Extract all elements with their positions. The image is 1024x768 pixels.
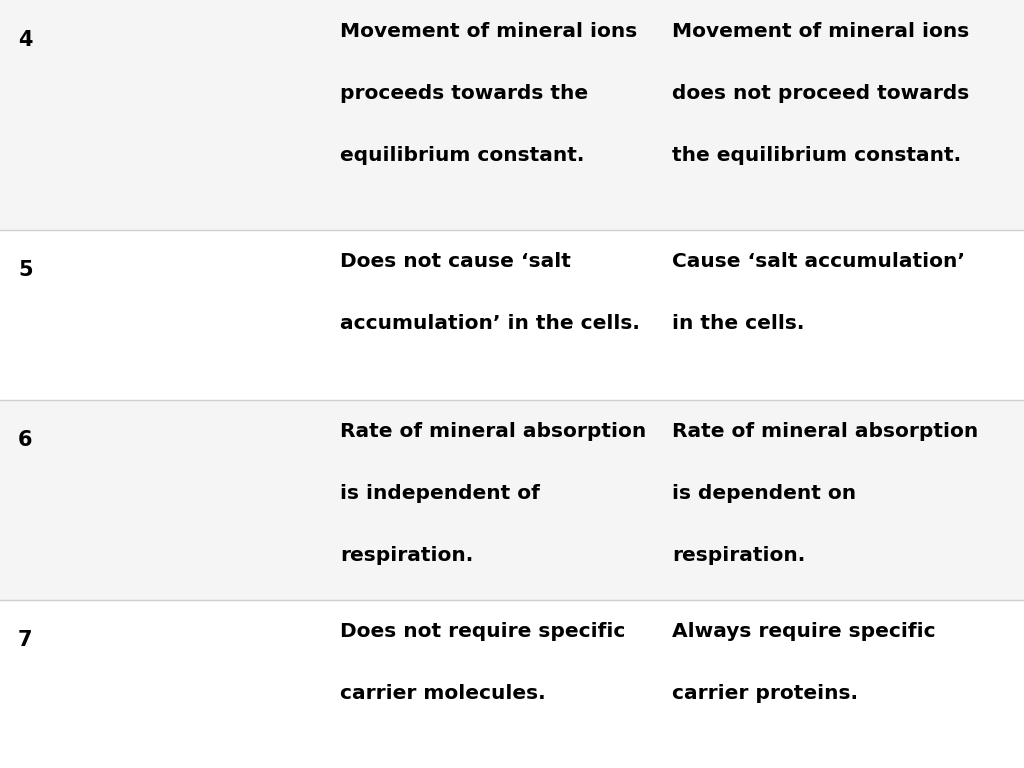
- Text: Does not cause ‘salt

accumulation’ in the cells.: Does not cause ‘salt accumulation’ in th…: [340, 252, 640, 333]
- Text: 4: 4: [18, 30, 33, 50]
- Text: 5: 5: [18, 260, 33, 280]
- Text: Cause ‘salt accumulation’

in the cells.: Cause ‘salt accumulation’ in the cells.: [672, 252, 965, 333]
- Text: Always require specific

carrier proteins.: Always require specific carrier proteins…: [672, 622, 936, 703]
- Text: 7: 7: [18, 630, 33, 650]
- Bar: [0, 400, 1024, 600]
- Bar: [0, 230, 1024, 400]
- Bar: [0, 0, 1024, 230]
- Text: Rate of mineral absorption

is dependent on

respiration.: Rate of mineral absorption is dependent …: [672, 422, 978, 565]
- Text: Movement of mineral ions

proceeds towards the

equilibrium constant.: Movement of mineral ions proceeds toward…: [340, 22, 637, 165]
- Text: Rate of mineral absorption

is independent of

respiration.: Rate of mineral absorption is independen…: [340, 422, 646, 565]
- Text: 6: 6: [18, 430, 33, 450]
- Text: Does not require specific

carrier molecules.: Does not require specific carrier molecu…: [340, 622, 626, 703]
- Bar: [0, 600, 1024, 768]
- Text: Movement of mineral ions

does not proceed towards

the equilibrium constant.: Movement of mineral ions does not procee…: [672, 22, 970, 165]
